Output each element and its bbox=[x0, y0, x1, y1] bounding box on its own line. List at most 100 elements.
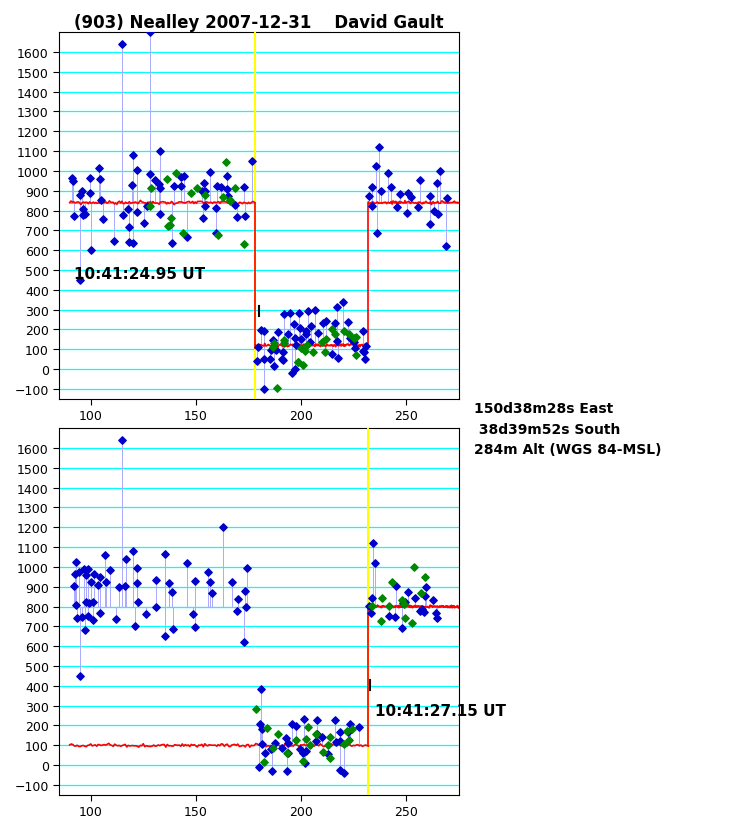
Point bbox=[349, 342, 360, 355]
Point bbox=[346, 723, 358, 736]
Point bbox=[431, 177, 443, 190]
Point bbox=[87, 595, 99, 609]
Point bbox=[343, 725, 354, 739]
Point bbox=[317, 745, 329, 758]
Point bbox=[74, 274, 86, 287]
Point bbox=[185, 187, 197, 200]
Point bbox=[302, 720, 314, 734]
Point bbox=[251, 354, 263, 368]
Point bbox=[270, 344, 282, 358]
Point bbox=[240, 600, 252, 614]
Point bbox=[431, 612, 443, 625]
Point bbox=[280, 732, 292, 745]
Point bbox=[324, 731, 336, 744]
Point bbox=[66, 172, 78, 185]
Point bbox=[177, 227, 189, 240]
Point bbox=[253, 761, 265, 774]
Point bbox=[195, 185, 207, 199]
Point bbox=[166, 237, 178, 250]
Point bbox=[120, 552, 132, 566]
Point bbox=[240, 210, 252, 224]
Point bbox=[326, 349, 338, 362]
Point bbox=[204, 576, 216, 590]
Point bbox=[409, 591, 421, 604]
Point bbox=[383, 609, 395, 623]
Point bbox=[306, 346, 318, 359]
Point bbox=[95, 607, 107, 620]
Point bbox=[189, 620, 201, 633]
Point bbox=[127, 179, 138, 192]
Point bbox=[349, 332, 360, 345]
Point bbox=[93, 162, 105, 176]
Point bbox=[359, 354, 371, 367]
Point bbox=[175, 171, 187, 185]
Point bbox=[338, 767, 350, 780]
Point bbox=[116, 434, 128, 447]
Point bbox=[159, 548, 171, 561]
Point bbox=[210, 228, 222, 241]
Point bbox=[295, 334, 307, 347]
Point bbox=[402, 187, 414, 200]
Point bbox=[74, 190, 86, 203]
Point bbox=[199, 190, 211, 203]
Point bbox=[164, 576, 175, 590]
Point bbox=[255, 682, 267, 696]
Point bbox=[231, 604, 243, 618]
Point bbox=[323, 739, 334, 752]
Text: 150d38m28s East
 38d39m52s South
284m Alt (WGS 84-MSL): 150d38m28s East 38d39m52s South 284m Alt… bbox=[474, 402, 661, 457]
Point bbox=[258, 756, 270, 769]
Point bbox=[218, 190, 229, 204]
Point bbox=[98, 549, 110, 562]
Point bbox=[300, 744, 312, 758]
Point bbox=[386, 181, 397, 195]
Point bbox=[399, 595, 411, 609]
Point bbox=[131, 165, 143, 178]
Point bbox=[77, 203, 89, 216]
Point bbox=[382, 167, 394, 181]
Point bbox=[159, 629, 171, 643]
Point bbox=[396, 594, 408, 607]
Point bbox=[334, 763, 346, 777]
Point bbox=[259, 747, 271, 760]
Point bbox=[295, 322, 306, 335]
Point bbox=[290, 720, 302, 734]
Point bbox=[370, 161, 382, 174]
Point bbox=[197, 212, 209, 225]
Point bbox=[405, 191, 417, 205]
Point bbox=[97, 213, 109, 226]
Point bbox=[278, 336, 290, 349]
Point bbox=[276, 353, 288, 366]
Point bbox=[224, 195, 236, 208]
Point bbox=[300, 328, 312, 341]
Point bbox=[246, 156, 258, 169]
Point bbox=[386, 575, 398, 589]
Point bbox=[310, 727, 322, 740]
Point bbox=[294, 307, 306, 320]
Point bbox=[258, 325, 269, 338]
Point bbox=[221, 171, 233, 184]
Point bbox=[238, 585, 250, 598]
Point bbox=[272, 325, 283, 339]
Point bbox=[211, 181, 223, 194]
Point bbox=[343, 328, 354, 341]
Point bbox=[402, 585, 414, 599]
Point bbox=[116, 38, 128, 51]
Point bbox=[119, 580, 131, 593]
Point bbox=[419, 605, 431, 619]
Point bbox=[131, 206, 143, 219]
Point bbox=[338, 325, 350, 338]
Point bbox=[68, 580, 80, 594]
Point bbox=[271, 382, 283, 395]
Point bbox=[238, 636, 250, 649]
Point bbox=[366, 200, 378, 214]
Point bbox=[281, 747, 293, 760]
Point bbox=[181, 231, 192, 244]
Point bbox=[210, 202, 222, 215]
Point bbox=[229, 200, 241, 213]
Point bbox=[414, 175, 425, 188]
Point bbox=[304, 336, 316, 349]
Point bbox=[400, 612, 411, 625]
Point bbox=[224, 195, 236, 208]
Point bbox=[81, 609, 93, 623]
Point bbox=[286, 367, 298, 380]
